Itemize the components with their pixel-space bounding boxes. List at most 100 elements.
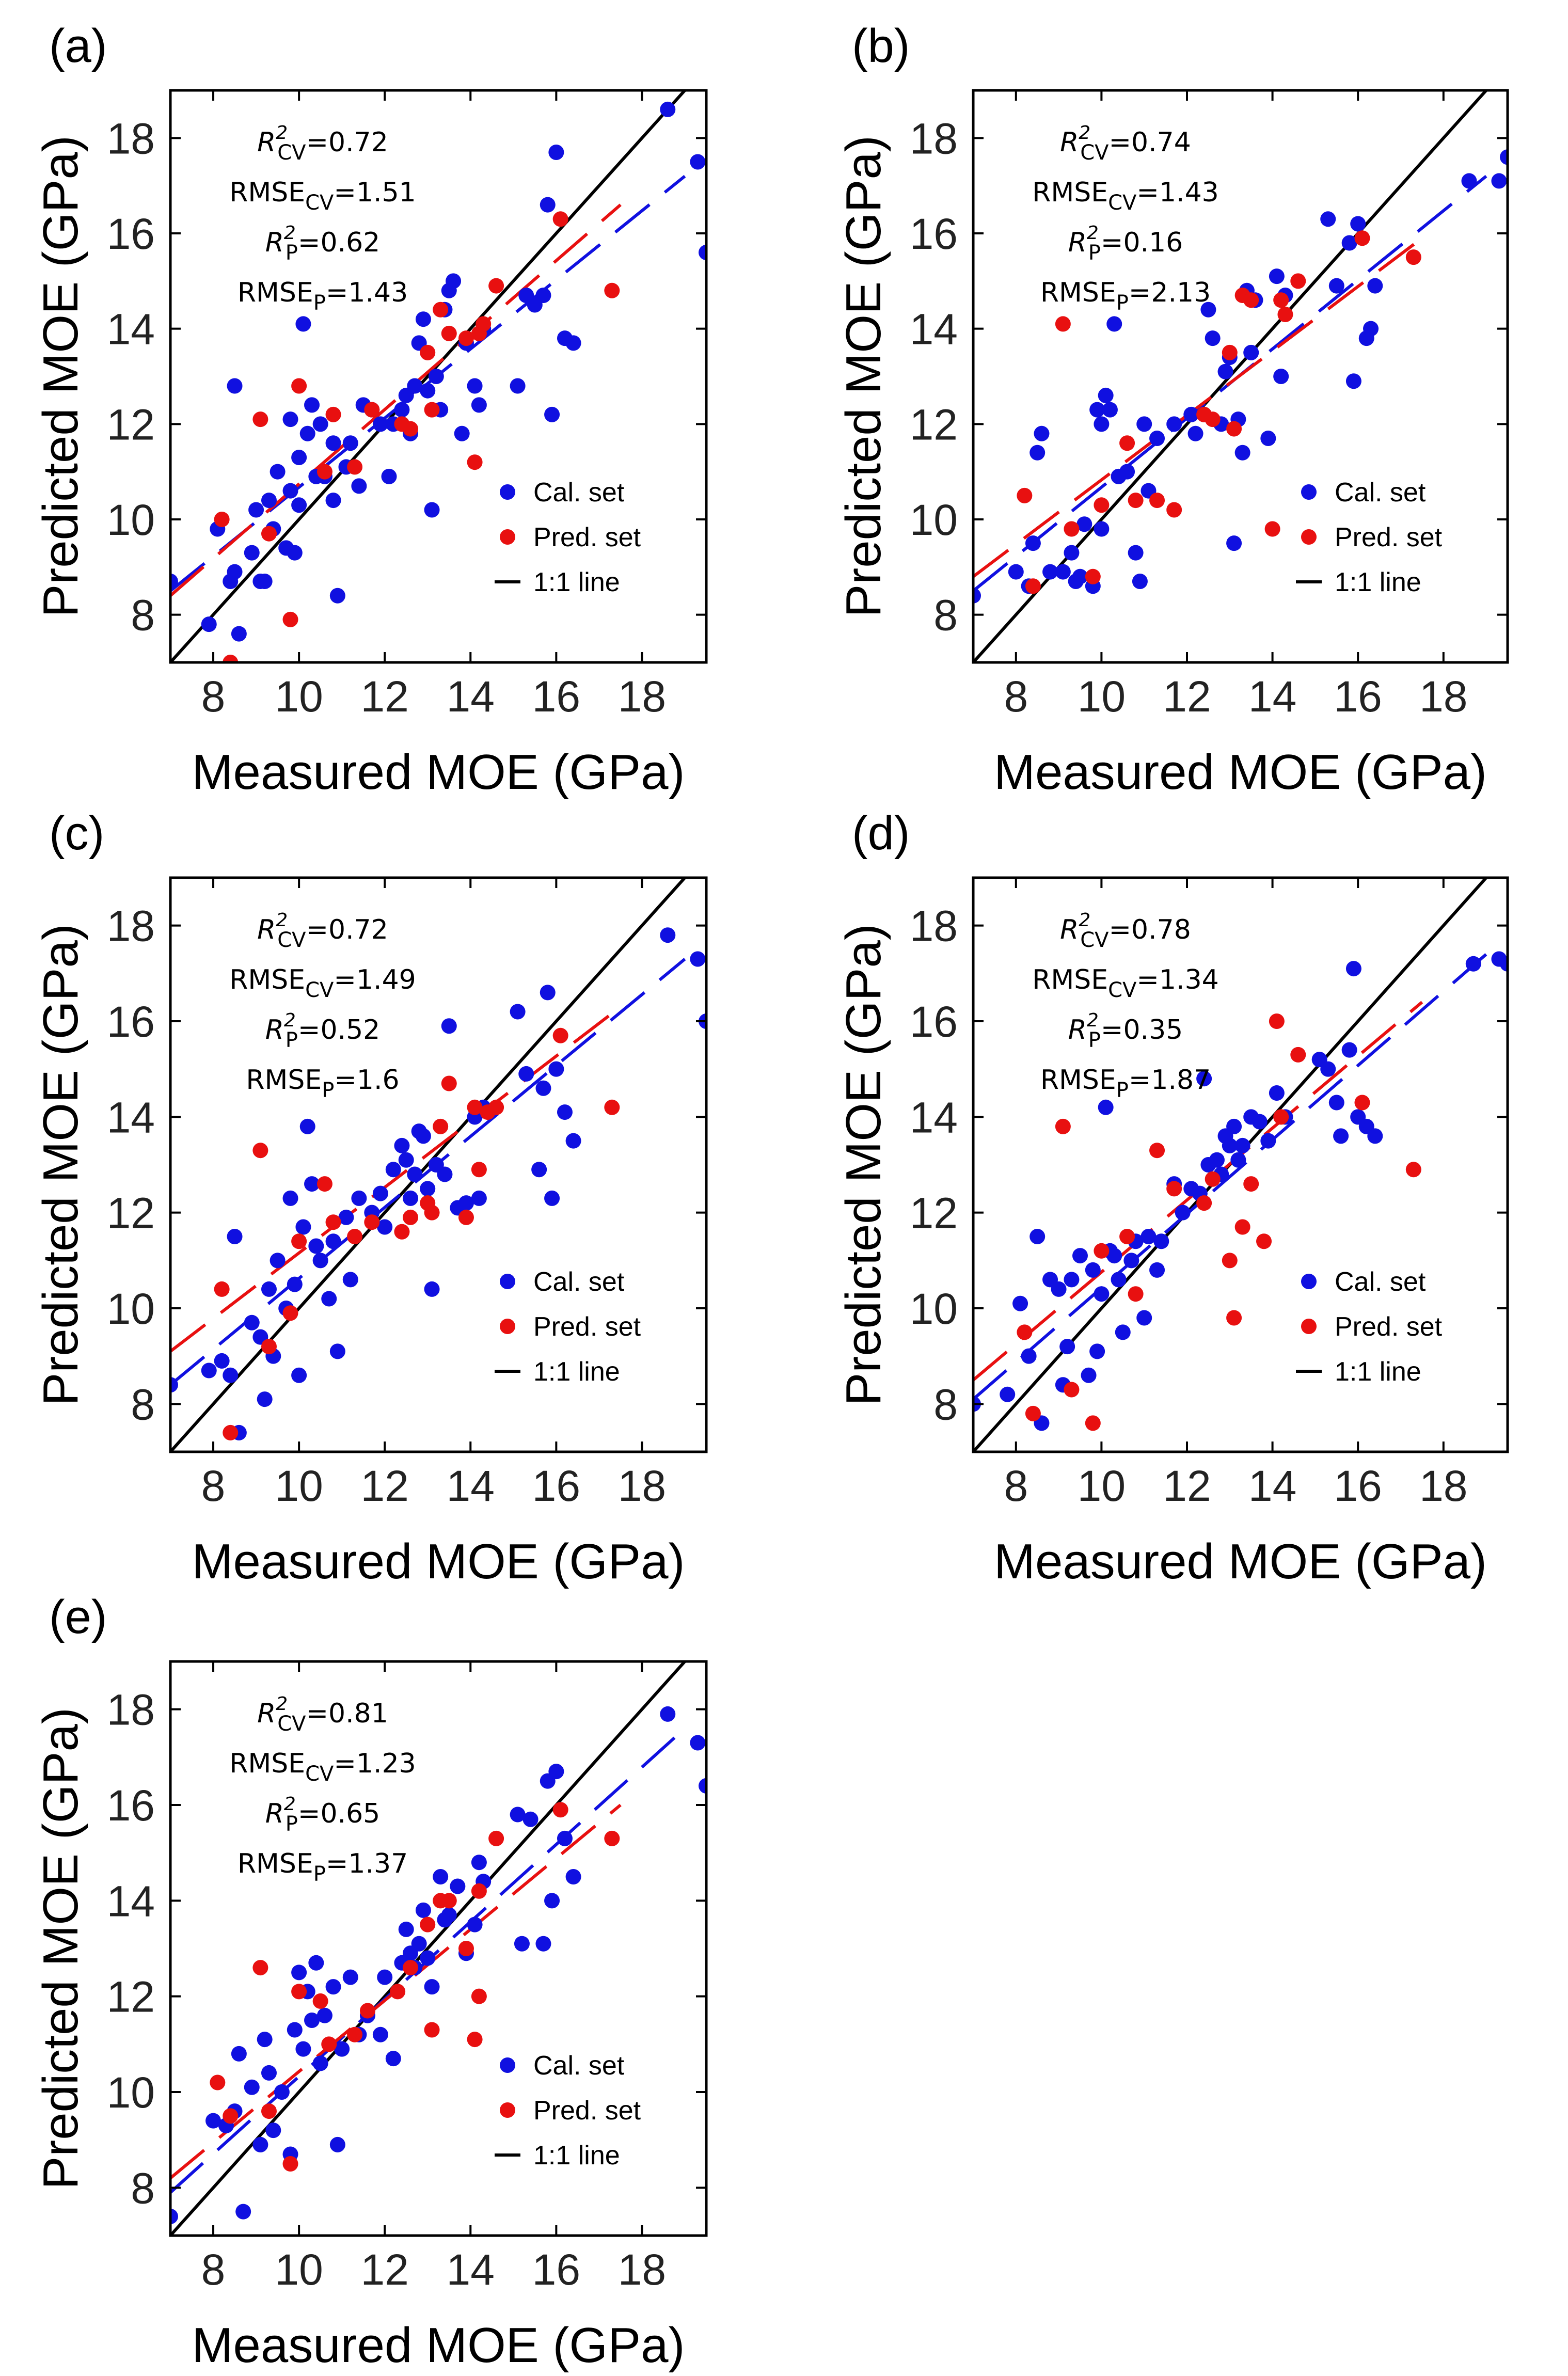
- cal-point: [471, 1855, 487, 1871]
- cal-point: [308, 1955, 324, 1971]
- cal-point: [201, 1363, 217, 1379]
- stat-subscript: CV: [305, 191, 334, 215]
- stat-superscript: 2: [284, 223, 296, 244]
- pred-point: [1264, 521, 1280, 537]
- x-tick-label: 16: [1334, 672, 1382, 721]
- cal-point: [299, 1118, 315, 1134]
- stat-subscript: CV: [1080, 928, 1109, 952]
- cal-point: [316, 2007, 332, 2023]
- stat-line: R2 CV=0.72: [257, 122, 388, 165]
- cal-point: [1341, 1042, 1357, 1058]
- stat-value: =1.49: [334, 964, 416, 995]
- pred-point: [1149, 493, 1165, 509]
- x-axis-title: Measured MOE (GPa): [192, 2318, 685, 2373]
- legend-cal-label: Cal. set: [533, 478, 625, 508]
- pred-point: [261, 526, 277, 542]
- pred-point: [210, 2074, 226, 2090]
- pred-point: [359, 2003, 375, 2019]
- pred-point: [552, 1027, 568, 1043]
- cal-point: [227, 1229, 243, 1244]
- pred-point: [261, 2103, 277, 2119]
- y-tick-label: 8: [131, 591, 155, 640]
- pred-point: [552, 1802, 568, 1818]
- stat-value: =0.35: [1101, 1015, 1183, 1046]
- cal-point: [690, 1735, 706, 1751]
- x-tick-label: 12: [1163, 1462, 1211, 1510]
- cal-point: [385, 2051, 401, 2067]
- stat-symbol: R: [1068, 227, 1087, 258]
- cal-point: [548, 1764, 564, 1780]
- x-tick-label: 10: [275, 672, 323, 721]
- pred-point: [1055, 1118, 1071, 1134]
- pred-point: [1226, 421, 1242, 437]
- y-tick-label: 16: [910, 997, 958, 1046]
- y-axis-title: Predicted MOE (GPa): [33, 135, 88, 617]
- cal-point: [291, 449, 307, 465]
- y-tick-label: 8: [933, 591, 958, 640]
- cal-point: [282, 411, 298, 427]
- pred-point: [312, 1993, 328, 2009]
- legend: Cal. set Pred. set 1:1 line: [495, 2051, 641, 2171]
- stat-line: R2 P=0.65: [265, 1794, 381, 1836]
- x-axis-title: Measured MOE (GPa): [192, 745, 685, 800]
- cal-point: [227, 378, 243, 394]
- x-tick-label: 14: [447, 672, 495, 721]
- pred-point: [252, 1960, 268, 1976]
- y-tick-label: 12: [910, 400, 958, 449]
- pred-point: [1149, 1143, 1165, 1159]
- stat-symbol: R: [1060, 127, 1079, 158]
- cal-point: [398, 1152, 414, 1168]
- pred-point: [347, 2026, 363, 2042]
- stat-value: =1.51: [334, 177, 416, 208]
- pred-point: [364, 402, 380, 418]
- cal-point: [510, 1807, 526, 1823]
- legend-cal-marker: [500, 484, 515, 500]
- pred-point: [441, 1893, 457, 1909]
- stat-subscript: CV: [1108, 978, 1137, 1002]
- cal-point: [244, 2079, 260, 2095]
- cal-point: [351, 478, 367, 494]
- stat-symbol: RMSE: [1040, 1065, 1116, 1096]
- pred-point: [1064, 521, 1080, 537]
- legend-cal-label: Cal. set: [533, 1267, 625, 1297]
- x-tick-label: 8: [201, 1462, 226, 1510]
- cal-point: [377, 1219, 393, 1235]
- cal-point: [428, 369, 444, 384]
- pred-point: [471, 1162, 487, 1178]
- cal-point: [1072, 1248, 1088, 1264]
- pred-point: [1119, 435, 1135, 451]
- y-tick-label: 16: [910, 210, 958, 258]
- stat-superscript: 2: [284, 1010, 296, 1031]
- stat-subscript: P: [286, 1028, 298, 1052]
- cal-point: [433, 1869, 449, 1884]
- cal-point: [1367, 278, 1383, 294]
- cal-point: [1209, 1152, 1225, 1168]
- cal-point: [1030, 1229, 1046, 1244]
- stat-line: R2 CV=0.74: [1060, 122, 1191, 165]
- panel-letter: (e): [49, 1591, 107, 1643]
- cal-point: [565, 1869, 581, 1884]
- cal-point: [1345, 373, 1361, 389]
- cal-point: [557, 1830, 573, 1846]
- cal-point: [372, 416, 388, 432]
- stat-symbol: R: [257, 1698, 276, 1729]
- cal-point: [1350, 216, 1366, 232]
- stat-subscript: CV: [277, 1712, 306, 1736]
- cal-point: [325, 1979, 341, 1995]
- stat-value: =1.34: [1136, 964, 1218, 995]
- legend-cal-label: Cal. set: [1335, 478, 1426, 508]
- cal-point: [1094, 521, 1110, 537]
- pred-point: [325, 1214, 341, 1230]
- pred-point: [1205, 1171, 1221, 1187]
- pred-point: [604, 1099, 620, 1115]
- cal-point: [454, 425, 470, 441]
- stat-subscript: CV: [1108, 191, 1137, 215]
- pred-point: [1290, 273, 1306, 289]
- pred-point: [467, 1099, 483, 1115]
- legend-pred-label: Pred. set: [533, 2096, 641, 2126]
- cal-point: [244, 545, 260, 561]
- stat-line: RMSECV=1.23: [229, 1748, 416, 1786]
- one-to-one-line: [170, 878, 686, 1452]
- pred-point: [1017, 1324, 1033, 1340]
